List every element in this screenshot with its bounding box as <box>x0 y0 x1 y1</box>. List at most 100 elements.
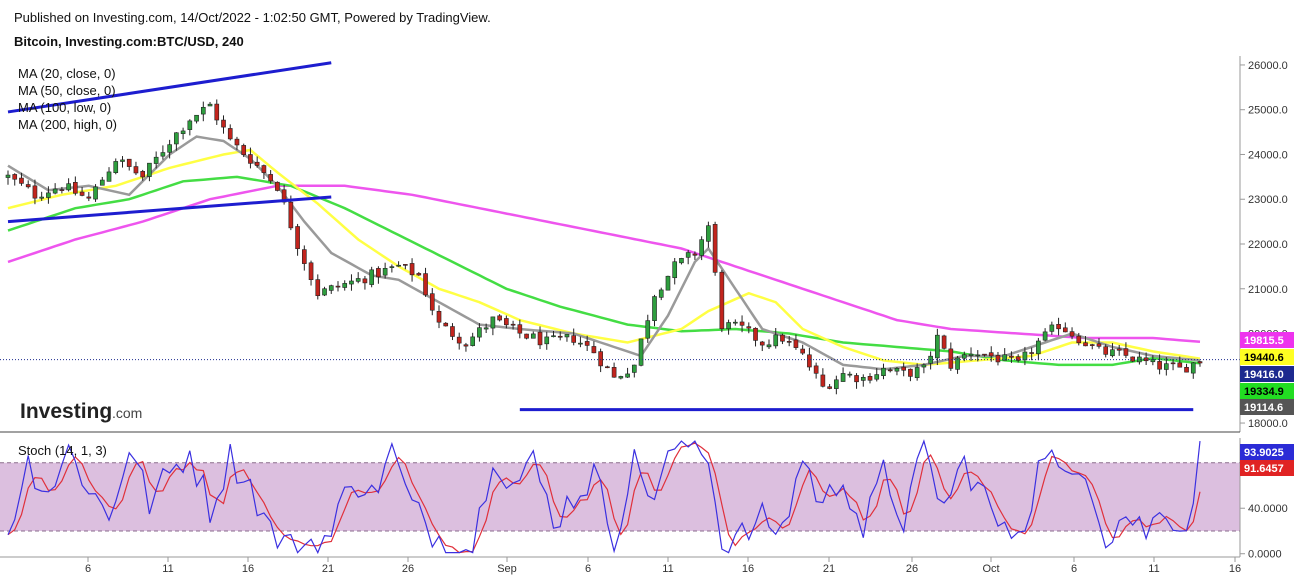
candle-body <box>403 264 408 266</box>
stoch-axis-labels: 40.0000 0.0000 <box>1240 503 1288 561</box>
time-tick-label: 11 <box>162 563 173 575</box>
candle-body <box>685 252 691 258</box>
candle-body <box>638 338 644 366</box>
candle-body <box>773 334 779 347</box>
candle-body <box>1164 363 1169 370</box>
stoch-pane <box>0 439 1240 555</box>
candle-body <box>1002 354 1008 361</box>
candle-body <box>436 310 442 323</box>
candle-body <box>746 326 752 329</box>
candle-body <box>1177 362 1183 368</box>
price-axis-labels: 26000.0 25000.0 24000.0 23000.0 22000.0 21000… <box>1240 60 1288 430</box>
candle-body <box>510 323 516 326</box>
ma200-line <box>7 184 1201 344</box>
candle-body <box>200 106 206 115</box>
candle-body <box>52 188 58 194</box>
candle-body <box>955 357 960 370</box>
price-tags: 19815.5 19440.6 19416.0 19334.9 19114.6 <box>1240 332 1294 415</box>
candle-body <box>766 344 772 348</box>
candle-body <box>25 184 31 188</box>
candle-body <box>295 226 300 250</box>
candle-body <box>342 283 348 288</box>
candle-body <box>93 186 98 200</box>
candle-body <box>712 224 718 273</box>
candle-body <box>328 285 334 291</box>
price-pane <box>0 61 1240 412</box>
candle-body <box>1190 362 1196 374</box>
candle-body <box>288 201 294 229</box>
stoch-band <box>0 462 1240 531</box>
candle-body <box>1110 349 1115 357</box>
price-tick-label: 25000.0 <box>1248 105 1288 117</box>
candle-body <box>322 288 327 296</box>
legend-ma20: MA (20, close, 0) <box>18 66 116 81</box>
candle-body <box>887 369 893 372</box>
candle-body <box>1056 324 1061 330</box>
candle-body <box>497 315 502 321</box>
candle-body <box>961 354 967 359</box>
candle-body <box>618 376 624 379</box>
candle-body <box>645 320 651 339</box>
price-tag-bg <box>1240 366 1294 382</box>
stoch-tick-label: 40.0000 <box>1248 503 1288 515</box>
candle-body <box>504 318 509 326</box>
candle-body <box>753 327 758 341</box>
candle-body <box>786 341 792 343</box>
price-tag-value: 19334.9 <box>1244 386 1284 398</box>
candle-body <box>483 327 489 330</box>
candle-body <box>658 289 664 298</box>
candle-body <box>524 333 529 339</box>
candle-body <box>874 374 880 380</box>
candle-body <box>1049 324 1055 332</box>
price-tag-ma200: 19815.5 <box>1240 332 1294 348</box>
price-tag-value: 19114.6 <box>1244 402 1283 414</box>
price-tag-value: 19416.0 <box>1244 369 1284 381</box>
candle-body <box>665 275 671 291</box>
candle-body <box>1042 331 1048 341</box>
candle-body <box>174 132 179 145</box>
stoch-tag-D: 91.6457 <box>1240 460 1294 476</box>
candle-body <box>234 138 240 146</box>
candle-body <box>1022 351 1028 361</box>
candle-body <box>99 179 105 186</box>
candle-body <box>625 373 630 378</box>
candle-body <box>207 103 213 107</box>
stoch-tag-K: 93.9025 <box>1240 444 1294 460</box>
candle-body <box>167 144 172 153</box>
candle-body <box>248 154 253 164</box>
candle-body <box>180 130 186 134</box>
candle-body <box>409 263 415 276</box>
ma-legend: MA (20, close, 0) MA (50, close, 0) MA (… <box>18 66 117 132</box>
candle-body <box>860 377 866 381</box>
candle-body <box>699 239 704 256</box>
candle-body <box>1130 356 1135 362</box>
time-axis-labels: 6 11 16 21 26 Sep 6 11 16 21 26 Oct 6 11 16 <box>85 557 1241 575</box>
candle-body <box>254 161 260 166</box>
price-tag-bg <box>1240 383 1294 399</box>
stoch-tick-label: 0.0000 <box>1248 549 1282 561</box>
price-tag-value: 19440.6 <box>1244 352 1284 364</box>
candle-body <box>780 334 785 342</box>
candle-body <box>153 156 159 164</box>
candle-body <box>450 326 455 337</box>
price-tag-bg <box>1240 399 1294 415</box>
price-tag-last-price: 19416.0 <box>1240 366 1294 382</box>
legend-ma100: MA (100, low, 0) <box>18 100 111 115</box>
candle-body <box>194 114 199 122</box>
candle-body <box>456 336 462 344</box>
candle-body <box>1062 327 1068 333</box>
candle-body <box>611 367 617 378</box>
time-tick-label: 6 <box>1071 563 1077 575</box>
time-tick-label: 11 <box>662 563 673 575</box>
candle-body <box>935 334 940 359</box>
candle-body <box>827 386 832 389</box>
candle-body <box>867 376 873 381</box>
candle-body <box>544 336 550 345</box>
candle-body <box>470 336 475 346</box>
candle-body <box>1170 362 1176 365</box>
price-tick-label: 26000.0 <box>1248 60 1288 72</box>
candle-body <box>227 128 233 140</box>
candle-body <box>106 171 112 182</box>
candle-body <box>308 262 314 280</box>
